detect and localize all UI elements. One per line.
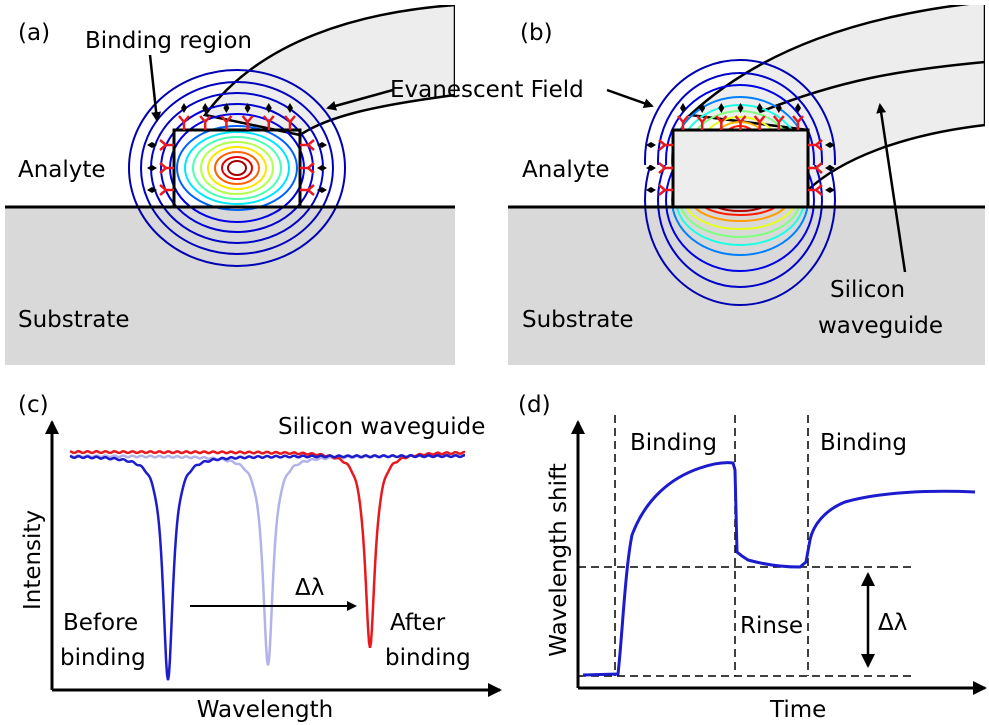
label: Before	[63, 610, 138, 636]
label: Substrate	[18, 307, 130, 333]
contour	[228, 161, 246, 175]
panel-label: (a)	[18, 20, 50, 46]
antibody	[300, 163, 314, 173]
label: After	[390, 610, 446, 636]
label: Silicon	[830, 277, 905, 303]
figure: (a) Binding region Evanescent Field Anal…	[0, 0, 989, 725]
label: Substrate	[522, 307, 634, 333]
contour	[177, 126, 297, 210]
label: Binding region	[85, 28, 252, 54]
analyte	[317, 165, 327, 171]
receptor	[300, 185, 327, 195]
label: Binding	[630, 430, 717, 456]
axis-label: Intensity	[20, 510, 46, 610]
arrow	[150, 55, 157, 120]
contour	[201, 142, 273, 194]
panel-label: (b)	[520, 20, 553, 46]
label: binding	[60, 645, 146, 671]
receptor	[646, 163, 673, 173]
label: Analyte	[522, 157, 610, 183]
label: waveguide	[818, 313, 943, 339]
antibody	[179, 116, 189, 130]
label: Analyte	[18, 157, 106, 183]
analyte	[646, 165, 656, 171]
contour	[208, 147, 266, 189]
label: Δλ	[878, 610, 907, 636]
label: Rinse	[740, 613, 803, 639]
analyte	[646, 142, 656, 148]
panel-label: (d)	[518, 392, 551, 418]
analyte	[646, 187, 656, 193]
antibody	[160, 163, 174, 173]
label: Evanescent Field	[390, 77, 584, 103]
arrow	[607, 90, 652, 106]
receptor	[300, 140, 327, 150]
analyte	[680, 103, 686, 113]
antibody	[678, 116, 688, 130]
panel-label: (c)	[18, 392, 49, 418]
label: Silicon waveguide	[278, 414, 485, 440]
axis-label: Time	[769, 697, 826, 723]
label: binding	[385, 645, 471, 671]
analyte	[147, 165, 157, 171]
receptor	[147, 185, 174, 195]
receptor	[147, 140, 174, 150]
label: Binding	[820, 430, 907, 456]
receptor	[200, 103, 210, 130]
axis-label: Wavelength	[197, 697, 333, 723]
label: Δλ	[295, 575, 324, 601]
axis-label: Wavelength shift	[546, 463, 572, 656]
